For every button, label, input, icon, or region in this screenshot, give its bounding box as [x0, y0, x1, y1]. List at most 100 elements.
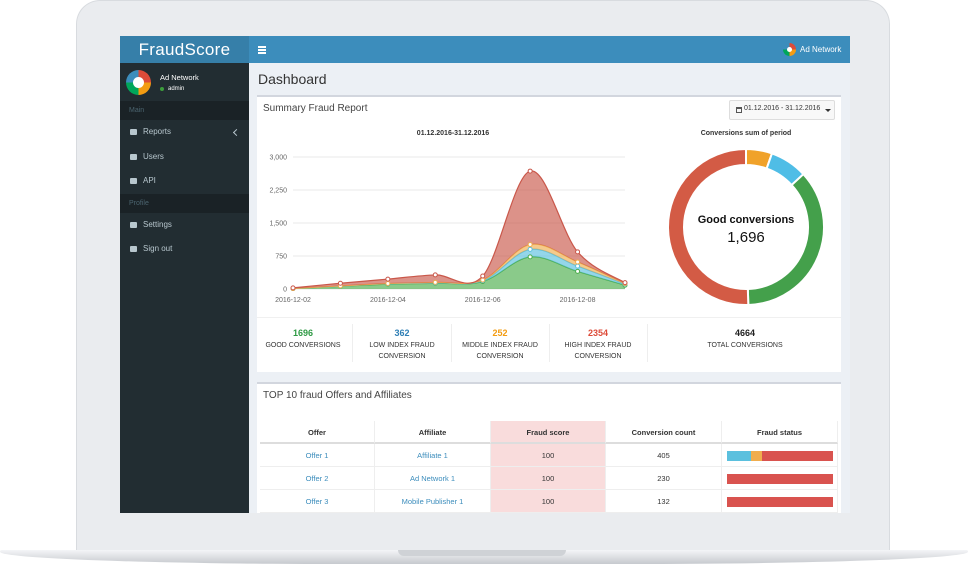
stat-value: 252 — [492, 328, 508, 338]
column-header: Offer — [260, 421, 375, 444]
sidebar-section: Main — [120, 101, 249, 120]
stat-label: GOOD CONVERSIONS — [265, 342, 341, 349]
date-picker[interactable]: 01.12.2016 - 31.12.2016 — [729, 100, 835, 120]
point — [527, 242, 533, 248]
x-tick-label: 2016-12-02 — [275, 297, 311, 304]
screen: FraudScore Ad Network Ad Network admin M… — [120, 36, 850, 513]
point — [527, 254, 533, 260]
affiliate-cell[interactable]: Ad Network 1 — [375, 467, 491, 490]
box-title: TOP 10 fraud Offers and Affiliates — [263, 390, 412, 401]
point — [290, 285, 296, 291]
sidebar: Ad Network admin Main Reports Users API Prof… — [120, 63, 249, 513]
laptop-notch — [398, 550, 566, 556]
stat-label: LOW INDEX FRAUD CONVERSION — [369, 342, 435, 360]
nav-icon — [130, 178, 137, 184]
stat-divider — [647, 324, 648, 362]
fraud-status-cell — [722, 490, 838, 513]
stat-value: 2354 — [587, 328, 609, 338]
table: Offer Affiliate Fraud score Conversion coun… — [260, 421, 838, 513]
x-tick-label: 2016-12-04 — [370, 297, 406, 304]
affiliate-cell[interactable]: Affiliate 1 — [375, 444, 491, 467]
divider — [257, 317, 841, 318]
point — [575, 268, 581, 274]
status-segment — [727, 497, 833, 507]
user-avatar — [783, 43, 796, 56]
point — [432, 279, 438, 285]
laptop-base — [0, 550, 968, 564]
point — [432, 272, 438, 278]
top10-box: TOP 10 fraud Offers and Affiliates Offer… — [257, 382, 841, 513]
nav-icon — [130, 246, 137, 252]
sidebar-status: admin — [168, 86, 185, 92]
fraud-status-cell — [722, 467, 838, 490]
point — [575, 263, 581, 269]
fraud-score-cell: 100 — [491, 467, 606, 490]
stats-row: 1696 GOOD CONVERSIONS 362 LOW INDEX FRAUD C… — [257, 97, 841, 372]
caret — [825, 109, 831, 115]
calendar-icon — [736, 107, 742, 113]
point — [385, 276, 391, 282]
nav-item[interactable]: API — [143, 176, 156, 185]
stat-value: 1696 — [292, 328, 314, 338]
offer-cell[interactable]: Offer 3 — [260, 490, 375, 513]
sidebar-avatar — [126, 70, 151, 95]
fraud-status-cell — [722, 444, 838, 467]
charts: 01.12.2016-31.12.2016 0 750 1,500 2,250 3,000… — [269, 130, 825, 306]
date-range: 01.12.2016 - 31.12.2016 — [744, 105, 821, 112]
status-segment — [727, 474, 833, 484]
stat-divider — [352, 324, 353, 362]
affiliate-cell[interactable]: Mobile Publisher 1 — [375, 490, 491, 513]
conversion-count-cell: 132 — [606, 490, 722, 513]
donut-center-label: Good conversions — [698, 214, 795, 226]
nav-item[interactable]: Sign out — [143, 244, 173, 253]
stat-label: HIGH INDEX FRAUD CONVERSION — [564, 342, 632, 360]
nav-item[interactable]: Users — [143, 151, 164, 161]
chart-title: 01.12.2016-31.12.2016 — [417, 130, 490, 137]
nav-item[interactable]: Settings — [143, 219, 172, 229]
point — [575, 259, 581, 265]
menu-toggle[interactable] — [258, 46, 266, 48]
area — [293, 256, 625, 289]
stat-value: 4664 — [734, 328, 756, 338]
page-title: Dashboard — [258, 71, 327, 87]
column-header: Fraud status — [722, 421, 838, 444]
donut-segment — [667, 147, 750, 306]
stat-label: MIDDLE INDEX FRAUD CONVERSION — [462, 342, 538, 360]
column-header: Affiliate — [375, 421, 491, 444]
user-menu[interactable]: Ad Network — [800, 45, 842, 54]
area-line — [292, 170, 626, 289]
point — [480, 273, 486, 279]
column-header: Conversion count — [606, 421, 722, 444]
point — [337, 280, 343, 286]
stat-value: 362 — [394, 328, 410, 338]
top-bar: FraudScore Ad Network — [120, 36, 850, 63]
box-title: Summary Fraud Report — [263, 103, 368, 114]
nav-item[interactable]: Reports — [143, 127, 172, 136]
x-tick-label: 2016-12-06 — [465, 297, 501, 304]
sidebar-section: Profile — [120, 193, 249, 213]
point — [527, 168, 533, 174]
y-tick-label: 0 — [283, 287, 287, 294]
column-header: Fraud score — [491, 421, 606, 444]
x-tick-label: 2016-12-08 — [560, 297, 596, 304]
y-tick-label: 1,500 — [269, 221, 287, 228]
fraud-score-cell: 100 — [491, 490, 606, 513]
chart-title: Conversions sum of period — [701, 130, 792, 137]
stat-divider — [451, 324, 452, 362]
fraud-score-cell: 100 — [491, 444, 606, 467]
logo[interactable]: FraudScore — [120, 36, 249, 63]
nav-icon — [130, 221, 137, 228]
point — [622, 280, 628, 286]
status-segment — [751, 451, 762, 461]
offer-cell[interactable]: Offer 1 — [260, 444, 375, 467]
offer-cell[interactable]: Offer 2 — [260, 467, 375, 490]
point — [385, 281, 391, 286]
y-tick-label: 3,000 — [269, 155, 287, 162]
status-dot — [160, 87, 164, 91]
status-segment — [727, 451, 752, 461]
area — [293, 170, 625, 289]
nav-icon — [130, 129, 137, 135]
stat-divider — [549, 324, 550, 362]
sidebar-user: Ad Network — [160, 73, 199, 82]
